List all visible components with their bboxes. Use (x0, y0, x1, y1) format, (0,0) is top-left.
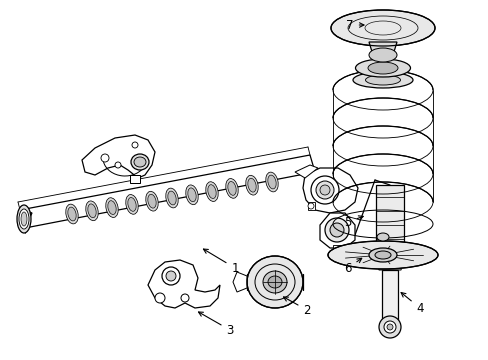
Ellipse shape (327, 241, 437, 269)
Polygon shape (232, 272, 246, 292)
Ellipse shape (66, 204, 78, 224)
Ellipse shape (247, 178, 256, 192)
Ellipse shape (21, 212, 27, 226)
Ellipse shape (85, 201, 98, 221)
Text: 2: 2 (283, 297, 310, 316)
Ellipse shape (225, 179, 238, 198)
Ellipse shape (68, 207, 76, 221)
Ellipse shape (145, 191, 158, 211)
Ellipse shape (134, 157, 146, 167)
Ellipse shape (365, 75, 400, 85)
Ellipse shape (17, 205, 31, 233)
Polygon shape (18, 210, 32, 228)
Circle shape (181, 294, 189, 302)
Circle shape (329, 223, 343, 237)
Ellipse shape (367, 62, 397, 74)
Ellipse shape (355, 59, 409, 77)
Ellipse shape (187, 188, 196, 202)
Ellipse shape (374, 251, 390, 259)
Polygon shape (130, 175, 140, 183)
Polygon shape (20, 155, 314, 228)
Ellipse shape (205, 182, 218, 202)
Polygon shape (381, 270, 397, 320)
Circle shape (165, 271, 176, 281)
Circle shape (307, 203, 313, 209)
Ellipse shape (352, 72, 412, 88)
Text: 4: 4 (400, 293, 423, 315)
Circle shape (162, 267, 180, 285)
Ellipse shape (167, 191, 176, 205)
Circle shape (155, 293, 164, 303)
Ellipse shape (267, 276, 282, 288)
Ellipse shape (165, 188, 178, 208)
Ellipse shape (245, 175, 258, 195)
Circle shape (383, 321, 395, 333)
Polygon shape (368, 42, 396, 55)
Ellipse shape (88, 204, 96, 218)
Circle shape (310, 176, 338, 204)
Circle shape (319, 185, 329, 195)
Ellipse shape (368, 48, 396, 62)
Ellipse shape (127, 198, 136, 211)
Ellipse shape (19, 209, 29, 229)
Ellipse shape (227, 181, 236, 195)
Ellipse shape (246, 256, 303, 308)
Polygon shape (148, 260, 220, 308)
Text: 7: 7 (346, 18, 363, 32)
Circle shape (101, 154, 109, 162)
Text: 1: 1 (203, 249, 238, 274)
Ellipse shape (265, 172, 278, 192)
Circle shape (115, 162, 121, 168)
Ellipse shape (105, 198, 118, 217)
Polygon shape (294, 165, 317, 178)
Text: 6: 6 (344, 258, 361, 274)
Polygon shape (303, 168, 357, 213)
Ellipse shape (108, 201, 116, 215)
Ellipse shape (267, 175, 276, 189)
Ellipse shape (131, 154, 149, 170)
Circle shape (378, 316, 400, 338)
Ellipse shape (207, 185, 216, 198)
Ellipse shape (185, 185, 198, 205)
Polygon shape (332, 245, 341, 252)
Ellipse shape (147, 194, 156, 208)
Ellipse shape (125, 194, 138, 214)
Circle shape (325, 218, 348, 242)
Text: 3: 3 (198, 312, 233, 337)
Polygon shape (307, 202, 314, 210)
Circle shape (315, 181, 333, 199)
Ellipse shape (368, 248, 396, 262)
Polygon shape (375, 185, 403, 260)
Polygon shape (82, 135, 155, 178)
Polygon shape (319, 213, 354, 248)
Ellipse shape (330, 10, 434, 46)
Polygon shape (375, 260, 403, 270)
Circle shape (132, 142, 138, 148)
Ellipse shape (263, 271, 286, 293)
Ellipse shape (376, 233, 388, 241)
Circle shape (386, 324, 392, 330)
Text: 5: 5 (344, 216, 363, 229)
